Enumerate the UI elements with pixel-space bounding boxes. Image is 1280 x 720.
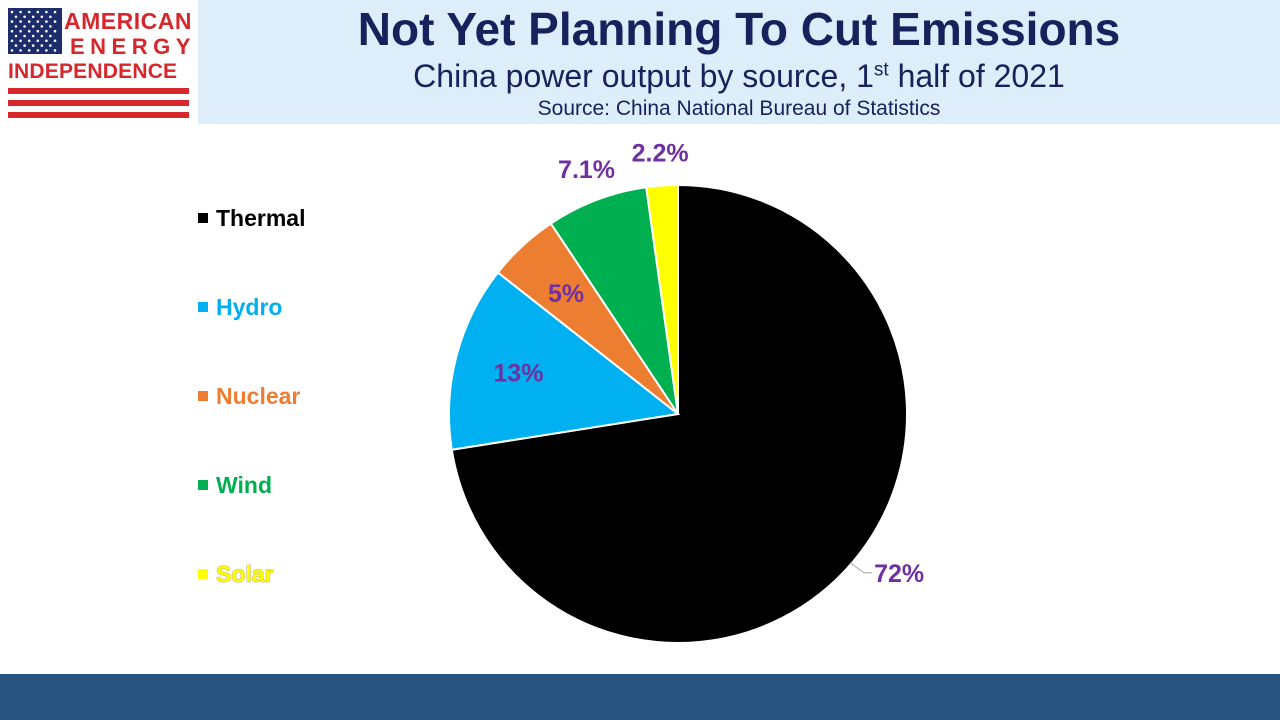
pie-slice-hydro	[448, 271, 681, 451]
flag-star	[31, 34, 35, 38]
logo-text-independence: INDEPENDENCE	[8, 60, 178, 83]
flag-star	[45, 10, 48, 14]
subtitle-text-end: half of 2021	[888, 58, 1065, 94]
flag-star	[31, 15, 35, 19]
flag-star	[49, 25, 52, 28]
flag-star	[45, 20, 48, 23]
us-flag-icon	[8, 8, 62, 54]
flag-star	[49, 34, 52, 38]
flag-star	[14, 25, 18, 28]
flag-star	[40, 25, 44, 28]
flag-star	[36, 29, 40, 33]
data-label-nuclear: 5%	[548, 280, 584, 308]
flag-star	[14, 34, 18, 38]
flag-star	[53, 39, 57, 43]
flag-star	[53, 10, 57, 14]
flag-star	[49, 15, 52, 19]
flag-star	[19, 20, 22, 23]
data-label-wind: 7.1%	[558, 156, 615, 184]
flag-star	[40, 15, 44, 19]
pie-slice-solar	[645, 183, 679, 415]
legend-item-nuclear: Nuclear	[198, 381, 300, 411]
legend-label: Hydro	[216, 293, 283, 320]
flag-star	[45, 39, 48, 43]
legend-label: Solar	[216, 560, 274, 587]
flag-star	[19, 29, 22, 33]
subtitle-superscript: st	[873, 59, 889, 81]
logo-stripe	[8, 100, 189, 106]
flag-star	[14, 15, 18, 19]
logo-text-energy: ENERGY	[70, 34, 196, 59]
leader-line-thermal	[849, 562, 873, 574]
legend-label: Nuclear	[216, 382, 301, 409]
source-note: Source: China National Bureau of Statist…	[537, 97, 941, 120]
flag-star	[19, 10, 22, 14]
legend-item-wind: Wind	[198, 470, 272, 500]
header-banner: AMERICAN ENERGY INDEPENDENCE Not Yet Pla…	[0, 0, 1280, 124]
legend-item-thermal: Thermal	[198, 203, 305, 233]
legend-swatch	[198, 302, 208, 312]
flag-star	[10, 29, 14, 33]
flag-star	[40, 34, 44, 38]
flag-star	[23, 15, 26, 19]
logo-text-american: AMERICAN	[64, 8, 192, 34]
chart-subtitle: China power output by source, 1st half o…	[198, 58, 1280, 95]
data-label-hydro: 13%	[493, 359, 543, 387]
legend-swatch	[198, 213, 208, 223]
flag-star	[36, 49, 40, 52]
flag-star	[53, 29, 57, 33]
flag-star	[23, 25, 26, 28]
flag-star	[45, 29, 48, 33]
data-label-solar: 2.2%	[632, 140, 689, 168]
flag-star	[49, 44, 52, 47]
legend-item-hydro: Hydro	[198, 292, 282, 322]
brand-logo: AMERICAN ENERGY INDEPENDENCE	[0, 0, 198, 124]
flag-star	[19, 49, 22, 52]
flag-star	[10, 49, 14, 52]
flag-star	[14, 44, 18, 47]
pie-slice-wind	[549, 186, 679, 415]
legend-swatch	[198, 569, 208, 579]
legend-swatch	[198, 480, 208, 490]
flag-star	[10, 20, 14, 23]
flag-star	[31, 25, 35, 28]
flag-star	[36, 10, 40, 14]
page-title: Not Yet Planning To Cut Emissions	[357, 3, 1121, 55]
flag-star	[45, 49, 48, 52]
flag-star	[23, 34, 26, 38]
subtitle-text: China power output by source, 1	[413, 58, 874, 94]
logo-stripe	[8, 88, 189, 94]
flag-star	[23, 44, 26, 47]
flag-star	[10, 10, 14, 14]
flag-star	[10, 39, 14, 43]
logo-stripe	[8, 112, 189, 118]
flag-star	[27, 20, 31, 23]
legend-item-solar: Solar	[198, 559, 274, 589]
flag-star	[53, 20, 57, 23]
legend-swatch	[198, 391, 208, 401]
flag-star	[36, 20, 40, 23]
flag-star	[31, 44, 35, 47]
flag-star	[27, 10, 31, 14]
data-label-thermal: 72%	[874, 560, 924, 588]
flag-star	[27, 49, 31, 52]
flag-star	[19, 39, 22, 43]
legend-label: Thermal	[216, 204, 306, 231]
footer-bar	[0, 674, 1280, 720]
flag-star	[27, 29, 31, 33]
legend-label: Wind	[216, 471, 272, 498]
flag-star	[36, 39, 40, 43]
flag-star	[40, 44, 44, 47]
flag-star	[27, 39, 31, 43]
flag-star	[53, 49, 57, 52]
